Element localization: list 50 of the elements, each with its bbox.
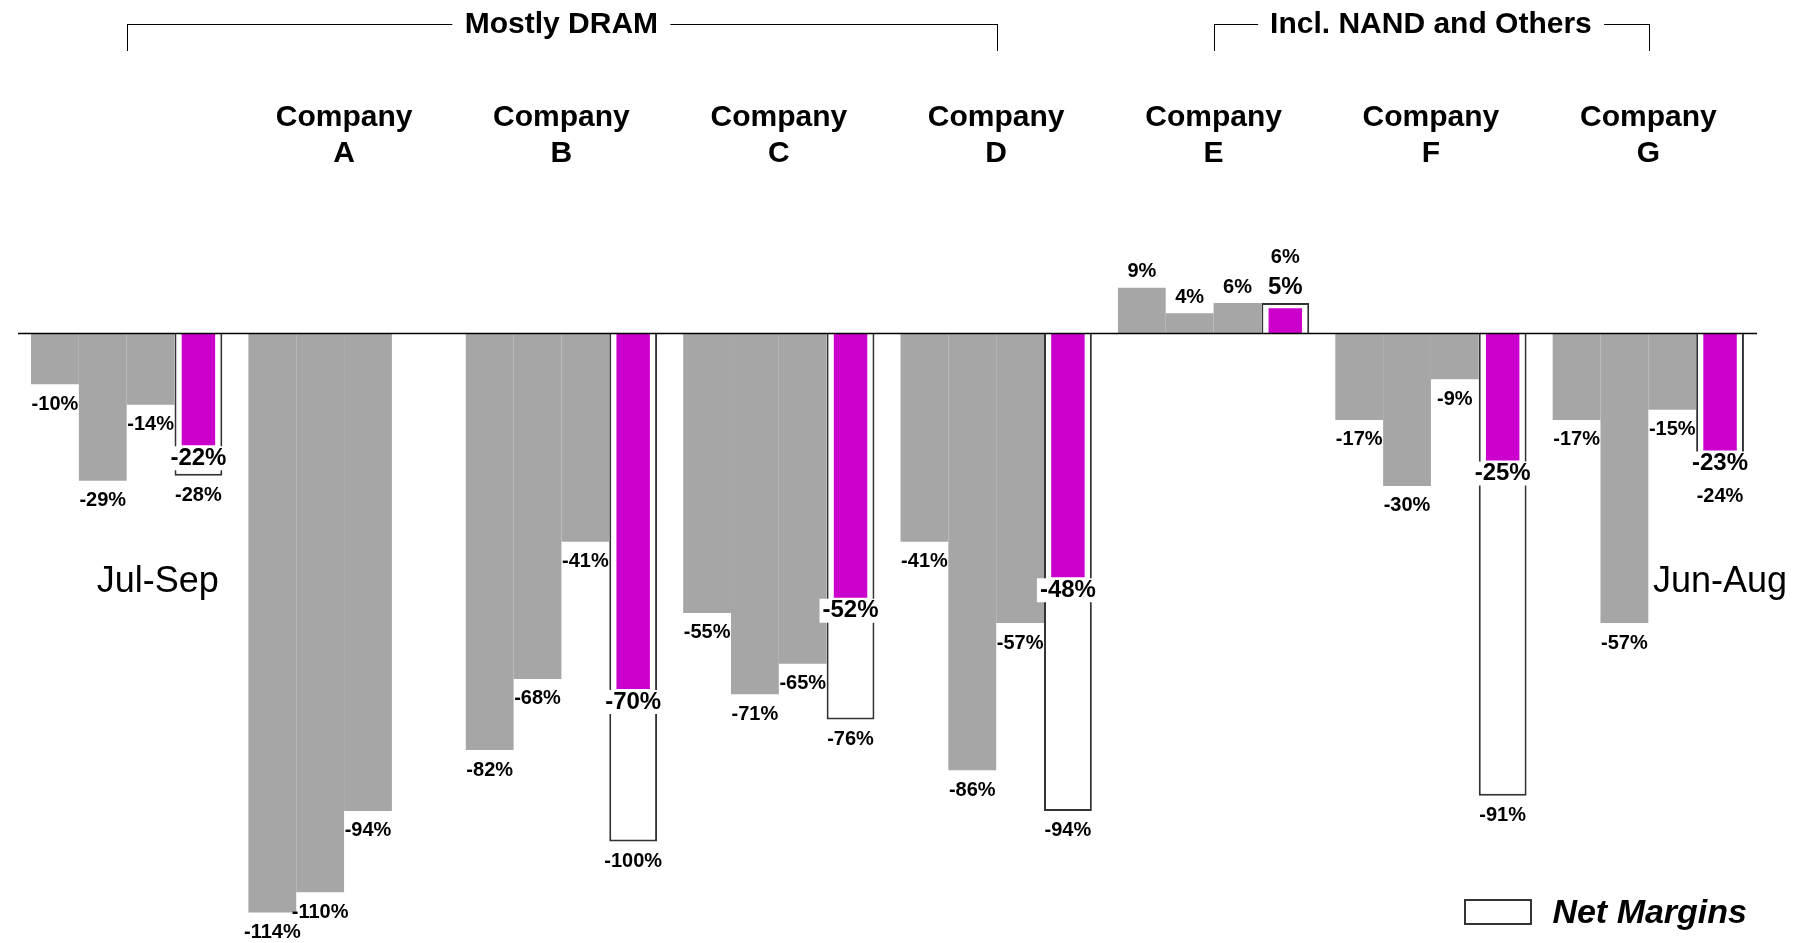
data-label: 4% xyxy=(1175,284,1205,307)
data-label: -41% xyxy=(901,549,949,572)
x-tick-label: Company C xyxy=(710,99,848,169)
data-label: -9% xyxy=(1437,386,1473,409)
data-label: -70% xyxy=(605,686,662,714)
data-label: -65% xyxy=(779,671,827,694)
text: Net Margins xyxy=(1552,892,1747,931)
data-label: -22% xyxy=(170,442,227,470)
x-tick-label: Company B xyxy=(493,99,631,169)
data-label: -68% xyxy=(514,686,562,709)
data-label: 6% xyxy=(1223,274,1253,297)
data-label: -41% xyxy=(562,549,609,572)
data-label: -52% xyxy=(822,595,879,623)
data-label: -82% xyxy=(466,757,514,780)
data-label: -76% xyxy=(827,727,875,750)
data-label: -86% xyxy=(948,777,996,800)
data-label: -57% xyxy=(1601,630,1648,653)
x-tick-label: Company G xyxy=(1579,99,1717,169)
data-label: -17% xyxy=(1553,427,1601,450)
data-label: -114% xyxy=(243,920,301,943)
text: Incl. NAND and Others xyxy=(1258,6,1604,40)
data-label: -15% xyxy=(1648,417,1696,440)
data-label: -48% xyxy=(1039,574,1096,602)
data-label: -25% xyxy=(1474,458,1531,486)
data-label: -28% xyxy=(175,483,222,506)
data-label: 5% xyxy=(1267,271,1303,299)
data-label: -29% xyxy=(79,488,127,511)
data-label: -14% xyxy=(127,412,175,435)
x-tick-label: Company F xyxy=(1362,99,1500,169)
data-label: -110% xyxy=(291,899,349,922)
data-label: -55% xyxy=(683,620,731,643)
annotation: Jul-Sep xyxy=(96,558,219,601)
data-label: -71% xyxy=(731,701,779,724)
data-label: -10% xyxy=(31,391,79,414)
data-label: -91% xyxy=(1479,803,1527,826)
data-label: -57% xyxy=(996,630,1044,653)
data-label: -30% xyxy=(1383,493,1431,516)
data-label: -24% xyxy=(1696,483,1744,506)
data-label: -23% xyxy=(1692,448,1749,475)
annotation: Jun-Aug xyxy=(1652,558,1787,601)
text: Mostly DRAM xyxy=(452,6,671,40)
x-tick-label: Company A xyxy=(275,99,413,169)
x-tick-label: Company D xyxy=(927,99,1065,169)
data-label: 6% xyxy=(1270,244,1300,267)
data-label: -100% xyxy=(604,848,663,871)
data-label: 9% xyxy=(1127,259,1157,282)
data-label: -94% xyxy=(344,818,392,841)
x-tick-label: Company E xyxy=(1145,99,1283,169)
data-label: -17% xyxy=(1335,427,1383,450)
data-label: -94% xyxy=(1044,818,1092,841)
